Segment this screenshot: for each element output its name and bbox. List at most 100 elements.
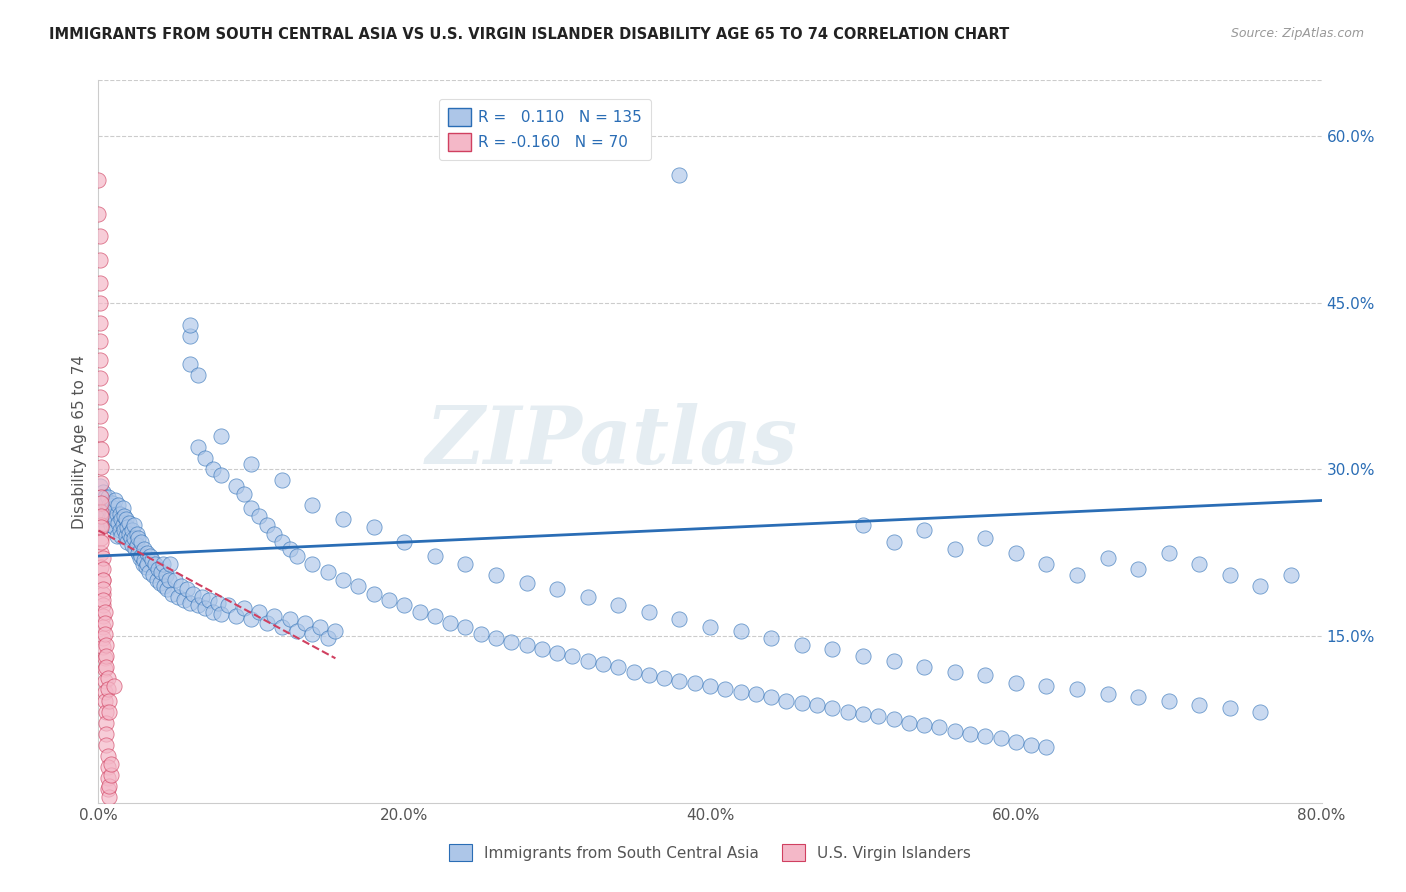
Point	[155, 568, 177, 582]
Point	[256, 517, 278, 532]
Point	[91, 582, 114, 597]
Point	[107, 516, 129, 530]
Point	[263, 526, 285, 541]
Point	[91, 484, 114, 499]
Point	[129, 534, 152, 549]
Point	[1097, 687, 1119, 701]
Point	[153, 579, 176, 593]
Point	[132, 557, 155, 571]
Point	[91, 620, 114, 634]
Point	[607, 598, 630, 612]
Point	[928, 720, 950, 734]
Point	[232, 487, 254, 501]
Point	[1188, 698, 1211, 712]
Point	[93, 662, 115, 676]
Point	[1249, 705, 1271, 719]
Point	[191, 590, 214, 604]
Point	[89, 371, 111, 385]
Text: Source: ZipAtlas.com: Source: ZipAtlas.com	[1230, 27, 1364, 40]
Point	[1128, 690, 1150, 705]
Point	[652, 671, 675, 685]
Point	[122, 517, 145, 532]
Point	[90, 560, 112, 574]
Point	[97, 671, 120, 685]
Point	[1066, 682, 1088, 697]
Point	[325, 624, 347, 638]
Point	[207, 596, 229, 610]
Point	[107, 498, 129, 512]
Point	[90, 501, 112, 516]
Point	[699, 620, 721, 634]
Point	[138, 565, 160, 579]
Point	[90, 517, 112, 532]
Point	[105, 507, 128, 521]
Point	[90, 508, 112, 523]
Point	[1035, 557, 1057, 571]
Text: ZIPatlas: ZIPatlas	[426, 403, 799, 480]
Point	[90, 512, 112, 526]
Point	[108, 507, 131, 521]
Point	[136, 546, 159, 560]
Point	[100, 756, 122, 771]
Point	[316, 565, 339, 579]
Point	[179, 318, 201, 332]
Point	[91, 496, 114, 510]
Point	[91, 593, 114, 607]
Point	[821, 642, 844, 657]
Point	[94, 649, 117, 664]
Point	[202, 605, 225, 619]
Point	[516, 638, 538, 652]
Point	[94, 705, 117, 719]
Point	[163, 574, 186, 588]
Point	[91, 562, 114, 576]
Point	[89, 295, 111, 310]
Point	[423, 609, 446, 624]
Point	[546, 646, 568, 660]
Point	[294, 615, 316, 630]
Point	[93, 684, 115, 698]
Point	[93, 490, 115, 504]
Point	[852, 706, 875, 721]
Point	[974, 531, 997, 545]
Point	[100, 507, 122, 521]
Point	[157, 574, 180, 588]
Point	[104, 493, 127, 508]
Point	[209, 429, 232, 443]
Point	[1004, 546, 1026, 560]
Point	[112, 524, 135, 538]
Point	[136, 557, 159, 571]
Point	[392, 534, 416, 549]
Point	[111, 501, 134, 516]
Point	[637, 668, 661, 682]
Point	[232, 601, 254, 615]
Point	[316, 632, 339, 646]
Point	[127, 531, 149, 545]
Point	[118, 526, 141, 541]
Point	[152, 557, 174, 571]
Point	[100, 768, 122, 782]
Point	[98, 693, 121, 707]
Point	[91, 598, 114, 612]
Point	[202, 462, 225, 476]
Point	[124, 542, 146, 557]
Point	[145, 574, 167, 588]
Point	[104, 512, 127, 526]
Point	[439, 615, 461, 630]
Point	[110, 529, 132, 543]
Point	[97, 682, 120, 697]
Point	[1066, 568, 1088, 582]
Point	[89, 253, 111, 268]
Point	[485, 568, 508, 582]
Point	[98, 705, 121, 719]
Point	[1035, 679, 1057, 693]
Point	[89, 334, 111, 349]
Point	[1188, 557, 1211, 571]
Point	[128, 551, 150, 566]
Point	[943, 665, 966, 679]
Point	[90, 531, 112, 545]
Point	[408, 605, 430, 619]
Point	[194, 601, 217, 615]
Point	[392, 598, 416, 612]
Point	[160, 587, 183, 601]
Point	[135, 560, 157, 574]
